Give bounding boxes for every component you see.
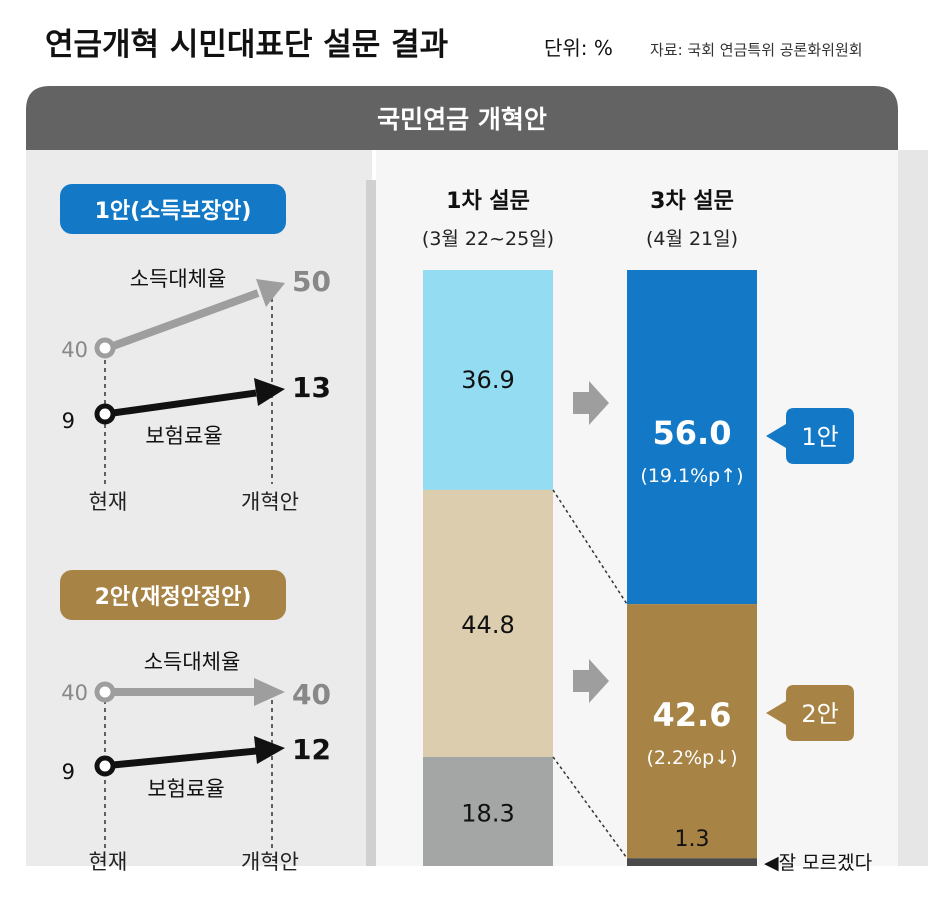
bar-change-label: (2.2%p↓) [646,747,737,769]
bar-value-label: 1.3 [675,827,710,852]
connector-line [552,489,628,605]
plan1-income-now: 40 [61,338,88,362]
bar-value-label: 18.3 [461,799,514,827]
plan1-premium-line [112,389,257,417]
unit-label: 단위: % [544,36,613,60]
bar-value-label: 36.9 [461,366,514,394]
stacked-bar-chart: 1차 설문 (3월 22~25일) 3차 설문 (4월 21일) 36.9 44.8 18.… [422,189,872,874]
plan2-income-dot [94,681,116,703]
plan2-income-new: 40 [292,678,331,711]
banner-title: 국민연금 개혁안 [377,105,547,134]
transition-arrow [573,659,609,703]
plan2-premium-new: 12 [292,733,331,766]
bar-value-label: 56.0 [653,414,732,452]
plan1-label: 1안(소득보장안) [95,199,252,224]
plan1-premium-now: 9 [62,409,75,433]
plan1-income-arrowhead [256,279,285,307]
bar-category-label: 3차 설문 [650,189,734,214]
plan1-x-new: 개혁안 [241,490,299,514]
bar-segment [423,756,553,866]
transition-arrow [573,381,609,425]
plan2-premium-line [112,747,257,769]
callout-label: 1안 [801,423,838,451]
page-title: 연금개혁 시민대표단 설문 결과 [45,27,449,63]
plan1-income-dot [94,337,116,359]
plan1-x-now: 현재 [89,490,128,514]
plan1-premium-new: 13 [292,371,331,404]
plan2-x-now: 현재 [89,850,128,874]
callout-tag [766,685,854,741]
bar-segment [627,858,757,866]
plan2-premium-arrowhead [254,736,285,764]
source-label: 자료: 국회 연금특위 공론화위원회 [650,41,863,59]
plan2-income-label: 소득대체율 [144,650,241,674]
bar-date-label: (3월 22~25일) [422,228,554,250]
callout-label: 2안 [801,700,838,728]
callout-tag [766,408,854,464]
plan1-income-line [111,289,260,350]
plan1-income-label: 소득대체율 [130,267,227,291]
bar-value-label: 42.6 [653,696,732,734]
plan2-premium-dot [94,755,116,777]
plan2-income-arrowhead [254,678,285,706]
plan2-x-new: 개혁안 [241,850,299,874]
bar-segment [423,489,553,757]
plan2-premium-label: 보험료율 [147,777,224,801]
plan2-badge [60,570,286,620]
connector-line [552,756,628,859]
bar-category-label: 1차 설문 [446,189,530,214]
bar-date-label: (4월 21일) [646,228,738,250]
left-panel-bg [26,150,372,866]
unknown-legend-label: ◀잘 모르겠다 [764,852,872,874]
plan1-income-new: 50 [292,265,331,298]
plan2-income-now: 40 [61,681,88,705]
bar-segment [423,270,553,490]
plan2-premium-now: 9 [62,760,75,784]
banner [26,86,898,150]
plan1-premium-arrowhead [254,378,285,406]
plan1-premium-dot [94,403,116,425]
bar-segment [627,604,757,859]
panel-divider [366,180,376,866]
plan1-premium-label: 보험료율 [145,424,222,448]
bar-segment [627,270,757,605]
bar-value-label: 44.8 [461,611,514,639]
right-edge [898,150,928,866]
bar-change-label: (19.1%p↑) [640,465,743,487]
plan1-badge [60,184,286,234]
plan2-label: 2안(재정안정안) [95,585,252,610]
